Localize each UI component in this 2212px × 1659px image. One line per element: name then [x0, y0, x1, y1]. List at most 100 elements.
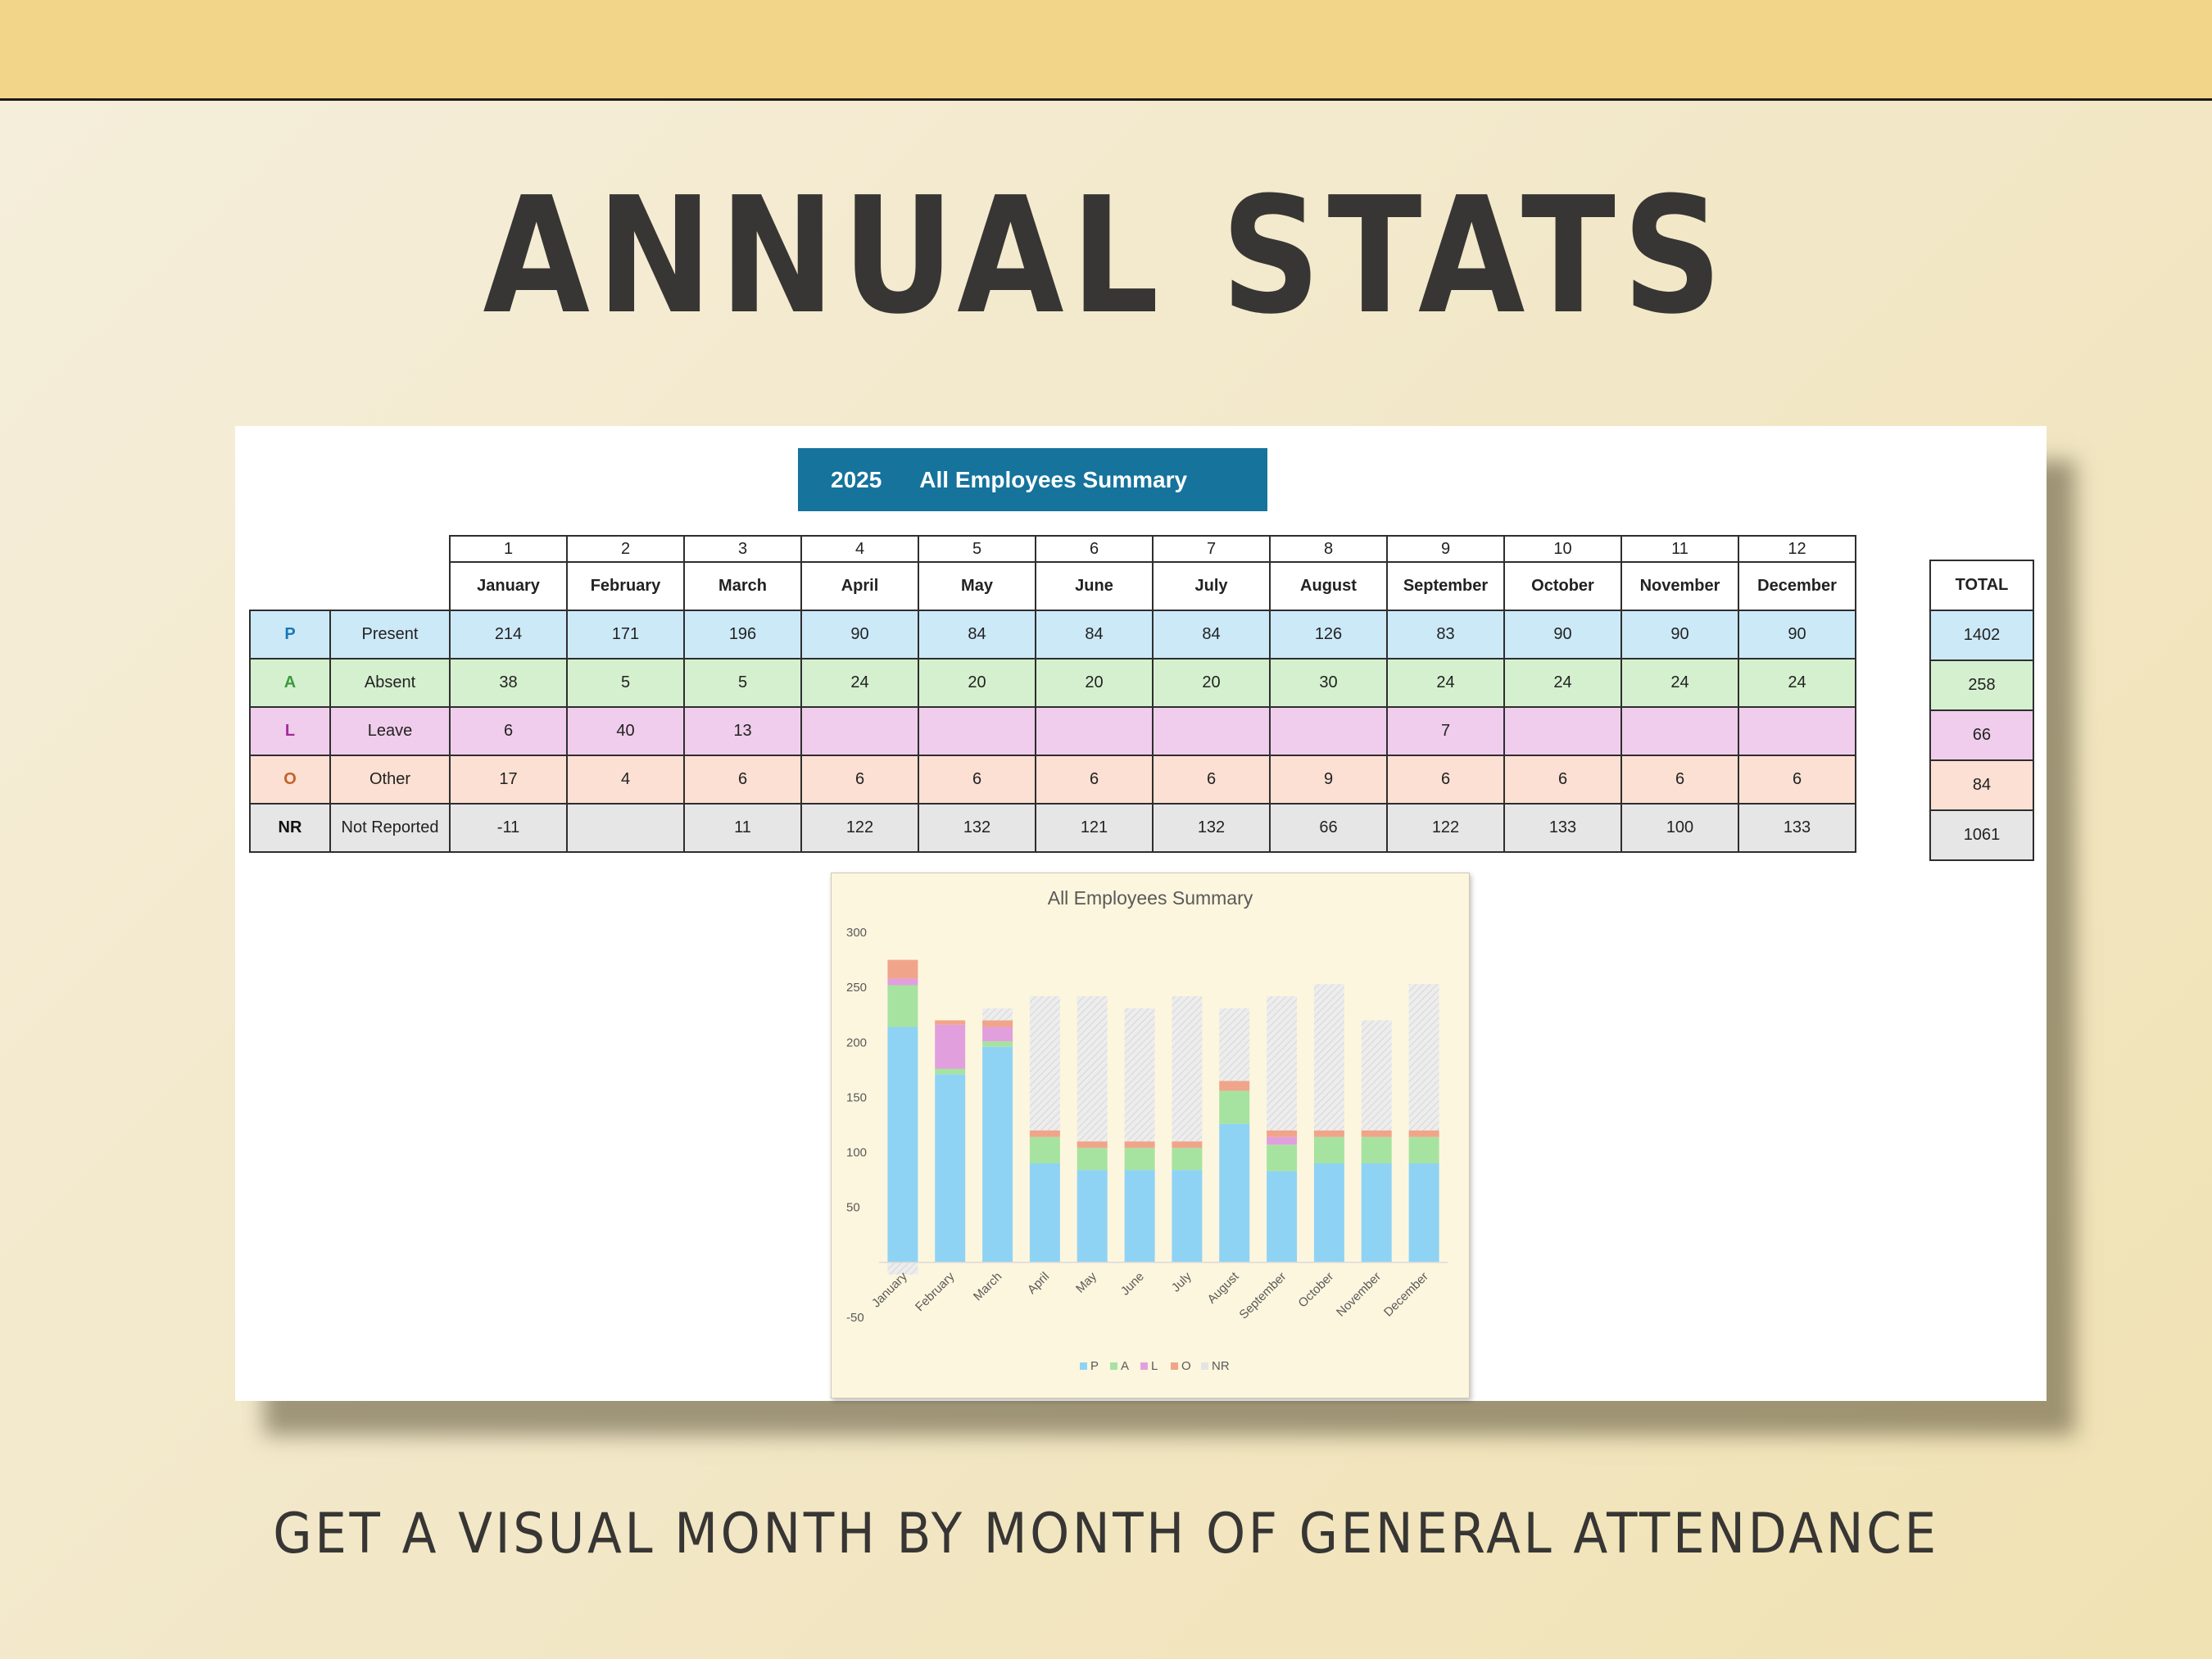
month-header: August: [1269, 561, 1388, 611]
row-code: P: [249, 610, 331, 660]
table-cell: 24: [1503, 658, 1622, 708]
page-heading: ANNUAL STATS: [483, 163, 1729, 350]
table-cell: 6: [1503, 755, 1622, 805]
table-row-leave: L Leave 6 40 13 7: [249, 706, 1856, 756]
table-cell: 84: [1035, 610, 1154, 660]
bar-segment-p: [1029, 1163, 1060, 1262]
row-code: O: [249, 755, 331, 805]
row-code: A: [249, 658, 331, 708]
month-header: September: [1386, 561, 1505, 611]
bar-segment-a: [1408, 1136, 1439, 1163]
table-cell: 20: [1035, 658, 1154, 708]
month-number: 3: [683, 535, 802, 563]
table-cell: 38: [449, 658, 568, 708]
chart-canvas: All Employees Summary 300 250 200 150 100 50 -…: [846, 887, 1448, 1373]
table-cell: 90: [1503, 610, 1622, 660]
page-tagline: GET A VISUAL MONTH BY MONTH OF GENERAL A…: [273, 1502, 1939, 1566]
bar-segment-p: [1361, 1163, 1392, 1262]
bar-segment-nr: [1408, 984, 1439, 1131]
bar-segment-p: [1077, 1170, 1108, 1262]
stacked-bar-chart: All Employees Summary 300 250 200 150 100 50 -…: [831, 873, 1470, 1398]
bar-segment-a: [982, 1040, 1013, 1047]
table-cell: [566, 803, 685, 853]
table-cell: 84: [918, 610, 1036, 660]
bar-segment-nr: [1267, 995, 1298, 1131]
month-name-row: January February March April May June Ju…: [250, 561, 1856, 611]
bar-segment-a: [1077, 1148, 1108, 1171]
table-cell: [1152, 706, 1271, 756]
legend-label: NR: [1212, 1359, 1230, 1373]
bar-segment-o: [1361, 1130, 1392, 1137]
x-tick-label: November: [1334, 1270, 1384, 1320]
row-label: Absent: [329, 658, 451, 708]
bar-segment-p: [1124, 1170, 1155, 1262]
table-cell: [1620, 706, 1739, 756]
bar-segment-a: [1219, 1090, 1250, 1124]
bar-segment-a: [1124, 1148, 1155, 1171]
table-cell: 13: [683, 706, 802, 756]
total-header: TOTAL: [1929, 560, 2034, 611]
month-header: November: [1620, 561, 1739, 611]
table-cell: 30: [1269, 658, 1388, 708]
table-cell: 20: [1152, 658, 1271, 708]
y-tick-label: -50: [846, 1311, 864, 1325]
bar-segment-nr: [1361, 1020, 1392, 1131]
x-tick-label: October: [1295, 1270, 1336, 1311]
table-cell: 83: [1386, 610, 1505, 660]
table-cell: 6: [683, 755, 802, 805]
bar-segment-l: [1267, 1136, 1298, 1145]
bar-segment-a: [1313, 1136, 1344, 1163]
legend-swatch-o: [1171, 1362, 1178, 1370]
y-tick-label: 50: [846, 1201, 860, 1215]
x-tick-label: July: [1169, 1269, 1194, 1294]
table-cell: 126: [1269, 610, 1388, 660]
table-cell: 6: [1620, 755, 1739, 805]
legend-label: L: [1151, 1359, 1158, 1373]
legend-label: A: [1121, 1359, 1129, 1373]
bar-segment-p: [1313, 1163, 1344, 1262]
spreadsheet-panel: 2025 All Employees Summary 1 2 3 4 5 6 7…: [235, 426, 2047, 1401]
table-cell: 20: [918, 658, 1036, 708]
total-cell: 1402: [1929, 610, 2034, 661]
bar-segment-o: [1267, 1130, 1298, 1137]
month-number: 9: [1386, 535, 1505, 563]
table-row-not-reported: NR Not Reported -11 11 122 132 121 132 6…: [249, 803, 1856, 853]
bar-segment-o: [1408, 1130, 1439, 1137]
x-tick-label: June: [1118, 1270, 1147, 1299]
table-cell: 4: [566, 755, 685, 805]
table-cell: 24: [1386, 658, 1505, 708]
row-label: Other: [329, 755, 451, 805]
legend-swatch-p: [1080, 1362, 1087, 1370]
month-header: December: [1738, 561, 1856, 611]
summary-banner: 2025 All Employees Summary: [798, 448, 1267, 511]
row-label: Leave: [329, 706, 451, 756]
table-cell: 122: [800, 803, 919, 853]
bar-segment-nr: [1029, 995, 1060, 1131]
chart-legend: P A L O NR: [1080, 1359, 1230, 1373]
x-tick-label: February: [913, 1269, 958, 1314]
x-tick-label: September: [1237, 1270, 1290, 1322]
y-tick-label: 300: [846, 926, 867, 940]
month-header: May: [918, 561, 1036, 611]
bar-segment-a: [1361, 1136, 1392, 1163]
chart-title: All Employees Summary: [1048, 887, 1253, 909]
table-cell: 84: [1152, 610, 1271, 660]
bar-segment-o: [1219, 1081, 1250, 1091]
bar-segment-p: [887, 1027, 918, 1262]
row-code: NR: [249, 803, 331, 853]
table-cell: 66: [1269, 803, 1388, 853]
month-number: 4: [800, 535, 919, 563]
table-cell: 17: [449, 755, 568, 805]
bar-segment-nr: [887, 1262, 918, 1275]
bar-segment-nr: [982, 1008, 1013, 1021]
y-tick-label: 150: [846, 1090, 867, 1104]
month-header: October: [1503, 561, 1622, 611]
banner-year: 2025: [831, 466, 882, 492]
x-tick-label: May: [1073, 1269, 1099, 1295]
legend-label: O: [1181, 1359, 1191, 1373]
table-row-absent: A Absent 38 5 5 24 20 20 20 30 24 24 24 …: [249, 658, 1856, 708]
month-number-row: 1 2 3 4 5 6 7 8 9 10 11 12: [250, 535, 1856, 563]
legend-swatch-nr: [1201, 1362, 1208, 1370]
table-cell: 6: [1386, 755, 1505, 805]
table-cell: [1035, 706, 1154, 756]
